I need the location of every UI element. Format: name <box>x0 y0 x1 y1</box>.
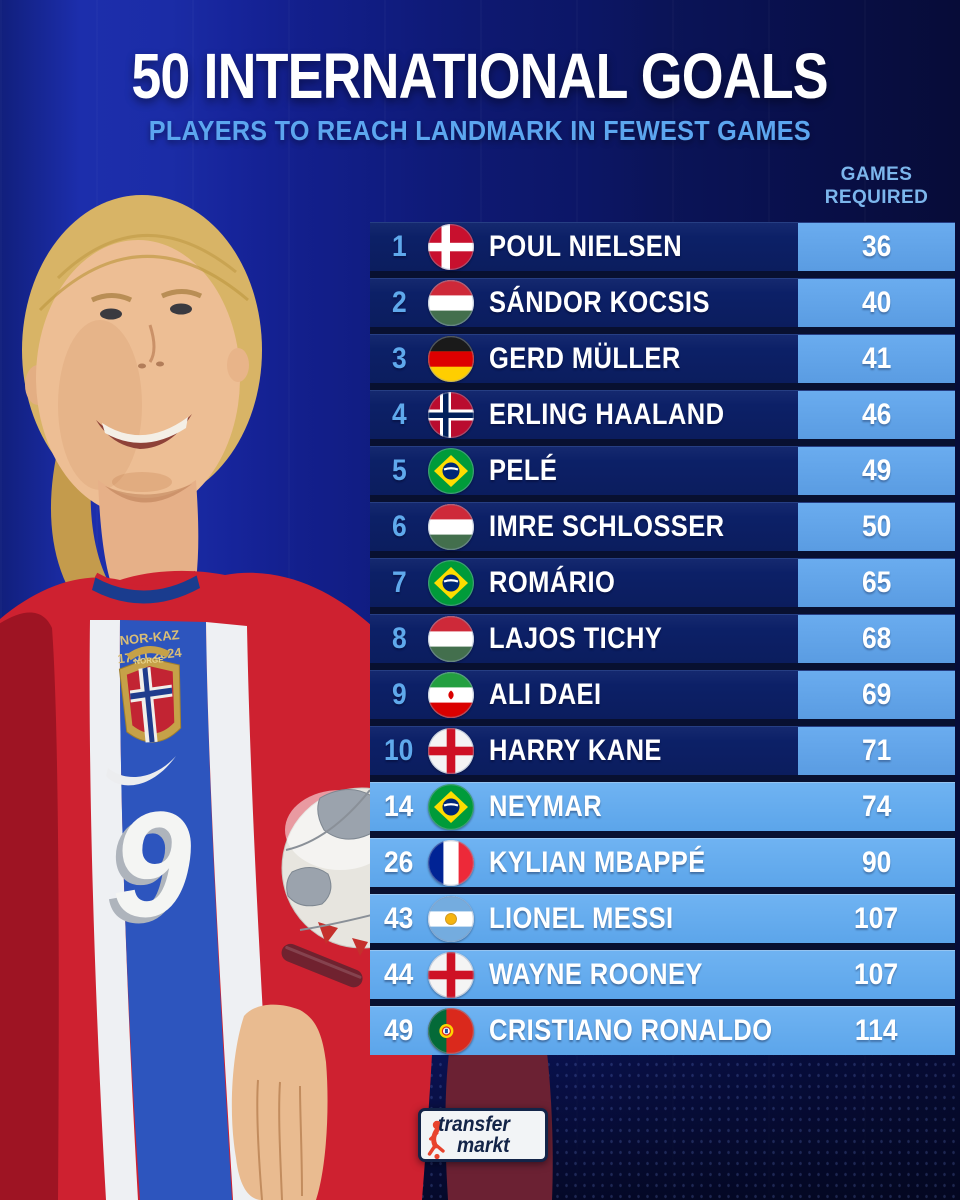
player-name: LAJOS TICHY <box>489 622 663 655</box>
games-required-value: 107 <box>854 958 899 991</box>
flag-germany-icon <box>428 336 474 382</box>
games-required-value: 50 <box>798 503 955 551</box>
player-name: LIONEL MESSI <box>489 902 674 935</box>
rank-number: 14 <box>384 790 414 823</box>
rank-number: 43 <box>384 902 414 935</box>
games-required-value: 69 <box>798 671 955 719</box>
player-name: IMRE SCHLOSSER <box>489 510 725 543</box>
player-name: WAYNE ROONEY <box>489 958 703 991</box>
flag-portugal-icon <box>428 1008 474 1054</box>
logo-word-transfer: transfer <box>438 1113 510 1136</box>
player-name: GERD MÜLLER <box>489 342 681 375</box>
header: 50 INTERNATIONAL GOALS PLAYERS TO REACH … <box>0 44 960 147</box>
games-required-header: GAMES REQUIRED <box>798 163 955 209</box>
flag-iran-icon <box>428 672 474 718</box>
table-row: 4 ERLING HAALAND 46 <box>370 390 955 439</box>
rank-number: 49 <box>384 1014 414 1047</box>
table-row: 26 KYLIAN MBAPPÉ 90 <box>370 838 955 887</box>
player-name: ERLING HAALAND <box>489 398 725 431</box>
rank-number: 5 <box>391 454 407 487</box>
player-name: CRISTIANO RONALDO <box>489 1014 773 1047</box>
player-name: KYLIAN MBAPPÉ <box>489 846 706 879</box>
player-name: SÁNDOR KOCSIS <box>489 286 710 319</box>
rank-number: 9 <box>391 678 407 711</box>
player-name: NEYMAR <box>489 790 603 823</box>
flag-denmark-icon <box>428 224 474 270</box>
table-row: 49 CRISTIANO RONALDO 114 <box>370 1006 955 1055</box>
games-required-value: 36 <box>798 223 955 271</box>
flag-england-icon <box>428 952 474 998</box>
rank-number: 8 <box>391 622 407 655</box>
table-row: 43 LIONEL MESSI 107 <box>370 894 955 943</box>
flag-england-icon <box>428 728 474 774</box>
player-name: POUL NIELSEN <box>489 230 683 263</box>
rank-number: 3 <box>391 342 407 375</box>
flag-argentina-icon <box>428 896 474 942</box>
games-required-value: 114 <box>855 1014 898 1047</box>
games-required-value: 40 <box>798 279 955 327</box>
flag-brazil-icon <box>428 560 474 606</box>
player-name: PELÉ <box>489 454 558 487</box>
games-required-value: 46 <box>798 391 955 439</box>
flag-brazil-icon <box>428 784 474 830</box>
table-row: 5 PELÉ 49 <box>370 446 955 495</box>
games-required-value: 49 <box>798 447 955 495</box>
flag-norway-icon <box>428 392 474 438</box>
rank-number: 7 <box>391 566 407 599</box>
player-name: ALI DAEI <box>489 678 602 711</box>
table-row: 8 LAJOS TICHY 68 <box>370 614 955 663</box>
rank-number: 10 <box>384 734 414 767</box>
flag-hungary-icon <box>428 280 474 326</box>
rank-number: 2 <box>391 286 407 319</box>
transfermarkt-logo: transfer markt <box>418 1108 548 1162</box>
rank-number: 4 <box>391 398 407 431</box>
table-row: 7 ROMÁRIO 65 <box>370 558 955 607</box>
player-name: HARRY KANE <box>489 734 662 767</box>
table-row: 1 POUL NIELSEN 36 <box>370 222 955 271</box>
flag-hungary-icon <box>428 616 474 662</box>
games-required-value: 90 <box>861 846 892 879</box>
page-subtitle: PLAYERS TO REACH LANDMARK IN FEWEST GAME… <box>148 115 812 146</box>
games-required-value: 74 <box>861 790 892 823</box>
table-row: 44 WAYNE ROONEY 107 <box>370 950 955 999</box>
games-required-line2: REQUIRED <box>824 187 929 208</box>
table-row: 6 IMRE SCHLOSSER 50 <box>370 502 955 551</box>
rank-number: 6 <box>391 510 407 543</box>
table-row: 3 GERD MÜLLER 41 <box>370 334 955 383</box>
logo-word-markt: markt <box>457 1134 510 1157</box>
player-name: ROMÁRIO <box>489 566 616 599</box>
games-required-value: 68 <box>798 615 955 663</box>
games-required-value: 41 <box>798 335 955 383</box>
flag-brazil-icon <box>428 448 474 494</box>
rank-number: 44 <box>384 958 414 991</box>
games-required-value: 65 <box>798 559 955 607</box>
rank-number: 1 <box>391 230 407 263</box>
flag-hungary-icon <box>428 504 474 550</box>
games-required-line1: GAMES <box>840 164 913 185</box>
games-required-value: 71 <box>798 727 955 775</box>
table-row: 10 HARRY KANE 71 <box>370 726 955 775</box>
table-row: 9 ALI DAEI 69 <box>370 670 955 719</box>
page-title: 50 INTERNATIONAL GOALS <box>131 40 829 112</box>
table-row: 2 SÁNDOR KOCSIS 40 <box>370 278 955 327</box>
ranking-table: 1 POUL NIELSEN 36 2 SÁNDOR KOCSIS 40 3 GERD MÜL… <box>370 222 955 1055</box>
games-required-value: 107 <box>854 902 899 935</box>
flag-france-icon <box>428 840 474 886</box>
table-row: 14 NEYMAR 74 <box>370 782 955 831</box>
rank-number: 26 <box>384 846 414 879</box>
